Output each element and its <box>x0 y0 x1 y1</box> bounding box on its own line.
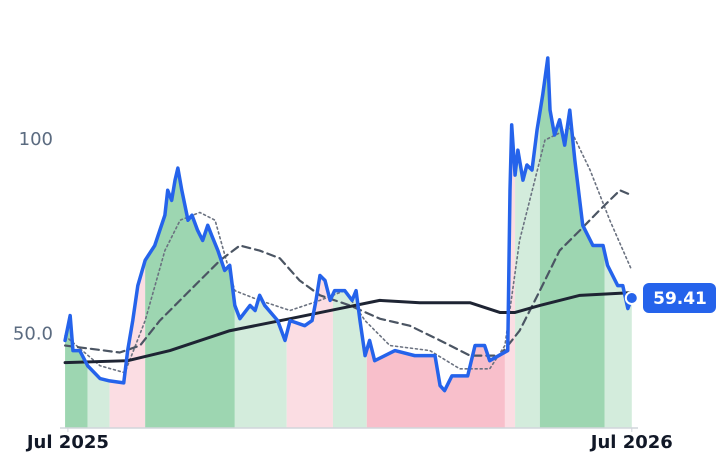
value-badge <box>643 283 716 314</box>
shaded-region <box>366 340 505 428</box>
shaded-region <box>145 168 235 428</box>
shaded-region <box>604 252 632 428</box>
last-point <box>624 291 639 306</box>
shaded-region <box>515 112 540 429</box>
y-tick-label: 50.0 <box>13 324 53 345</box>
average-line <box>64 127 633 374</box>
shaded-region <box>332 290 367 428</box>
average-line <box>63 291 634 365</box>
y-tick-label: 100 <box>19 129 53 150</box>
average-line <box>63 189 633 357</box>
price-line <box>63 56 634 393</box>
x-tick-label: Jul 2025 <box>25 432 109 453</box>
shaded-region <box>539 57 605 428</box>
value-label: 59.41 <box>653 289 707 309</box>
x-tick-label: Jul 2026 <box>589 432 673 453</box>
